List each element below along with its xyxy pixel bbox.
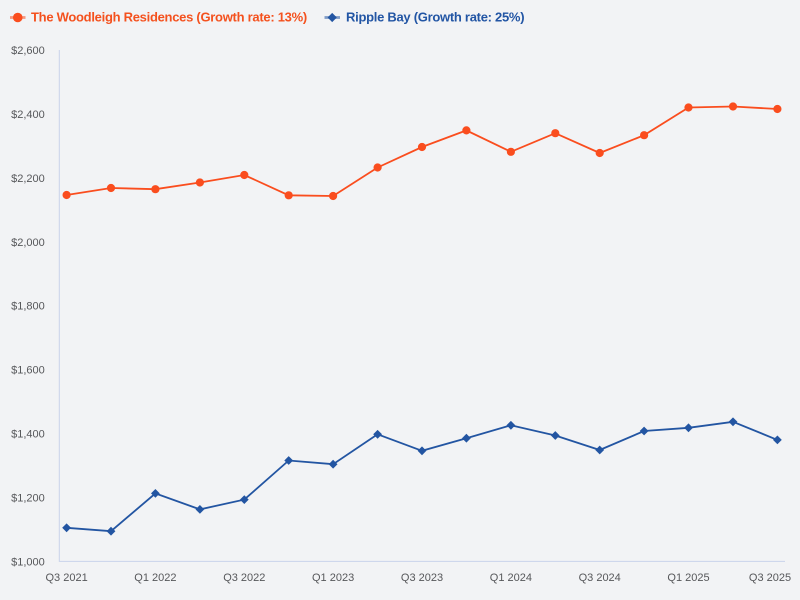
svg-text:$2,000: $2,000 <box>11 237 45 249</box>
svg-text:Q1 2023: Q1 2023 <box>312 572 354 584</box>
svg-text:Q1 2022: Q1 2022 <box>134 572 176 584</box>
svg-text:The Woodleigh Residences (Grow: The Woodleigh Residences (Growth rate: 1… <box>31 9 307 24</box>
svg-text:$1,800: $1,800 <box>11 301 45 313</box>
svg-text:$2,400: $2,400 <box>11 109 45 121</box>
svg-text:$1,000: $1,000 <box>11 556 45 568</box>
svg-text:Q1 2024: Q1 2024 <box>490 572 532 584</box>
svg-text:Q3 2023: Q3 2023 <box>401 572 443 584</box>
svg-text:Q3 2021: Q3 2021 <box>45 572 87 584</box>
svg-text:$2,600: $2,600 <box>11 45 45 57</box>
svg-text:Ripple Bay (Growth rate: 25%): Ripple Bay (Growth rate: 25%) <box>346 9 524 24</box>
svg-text:Q1 2025: Q1 2025 <box>667 572 709 584</box>
svg-text:Q3 2025: Q3 2025 <box>749 572 791 584</box>
svg-text:$1,600: $1,600 <box>11 365 45 377</box>
svg-text:$1,400: $1,400 <box>11 429 45 441</box>
svg-text:$1,200: $1,200 <box>11 493 45 505</box>
svg-text:Q3 2022: Q3 2022 <box>223 572 265 584</box>
svg-text:$2,200: $2,200 <box>11 173 45 185</box>
svg-text:Q3 2024: Q3 2024 <box>579 572 621 584</box>
